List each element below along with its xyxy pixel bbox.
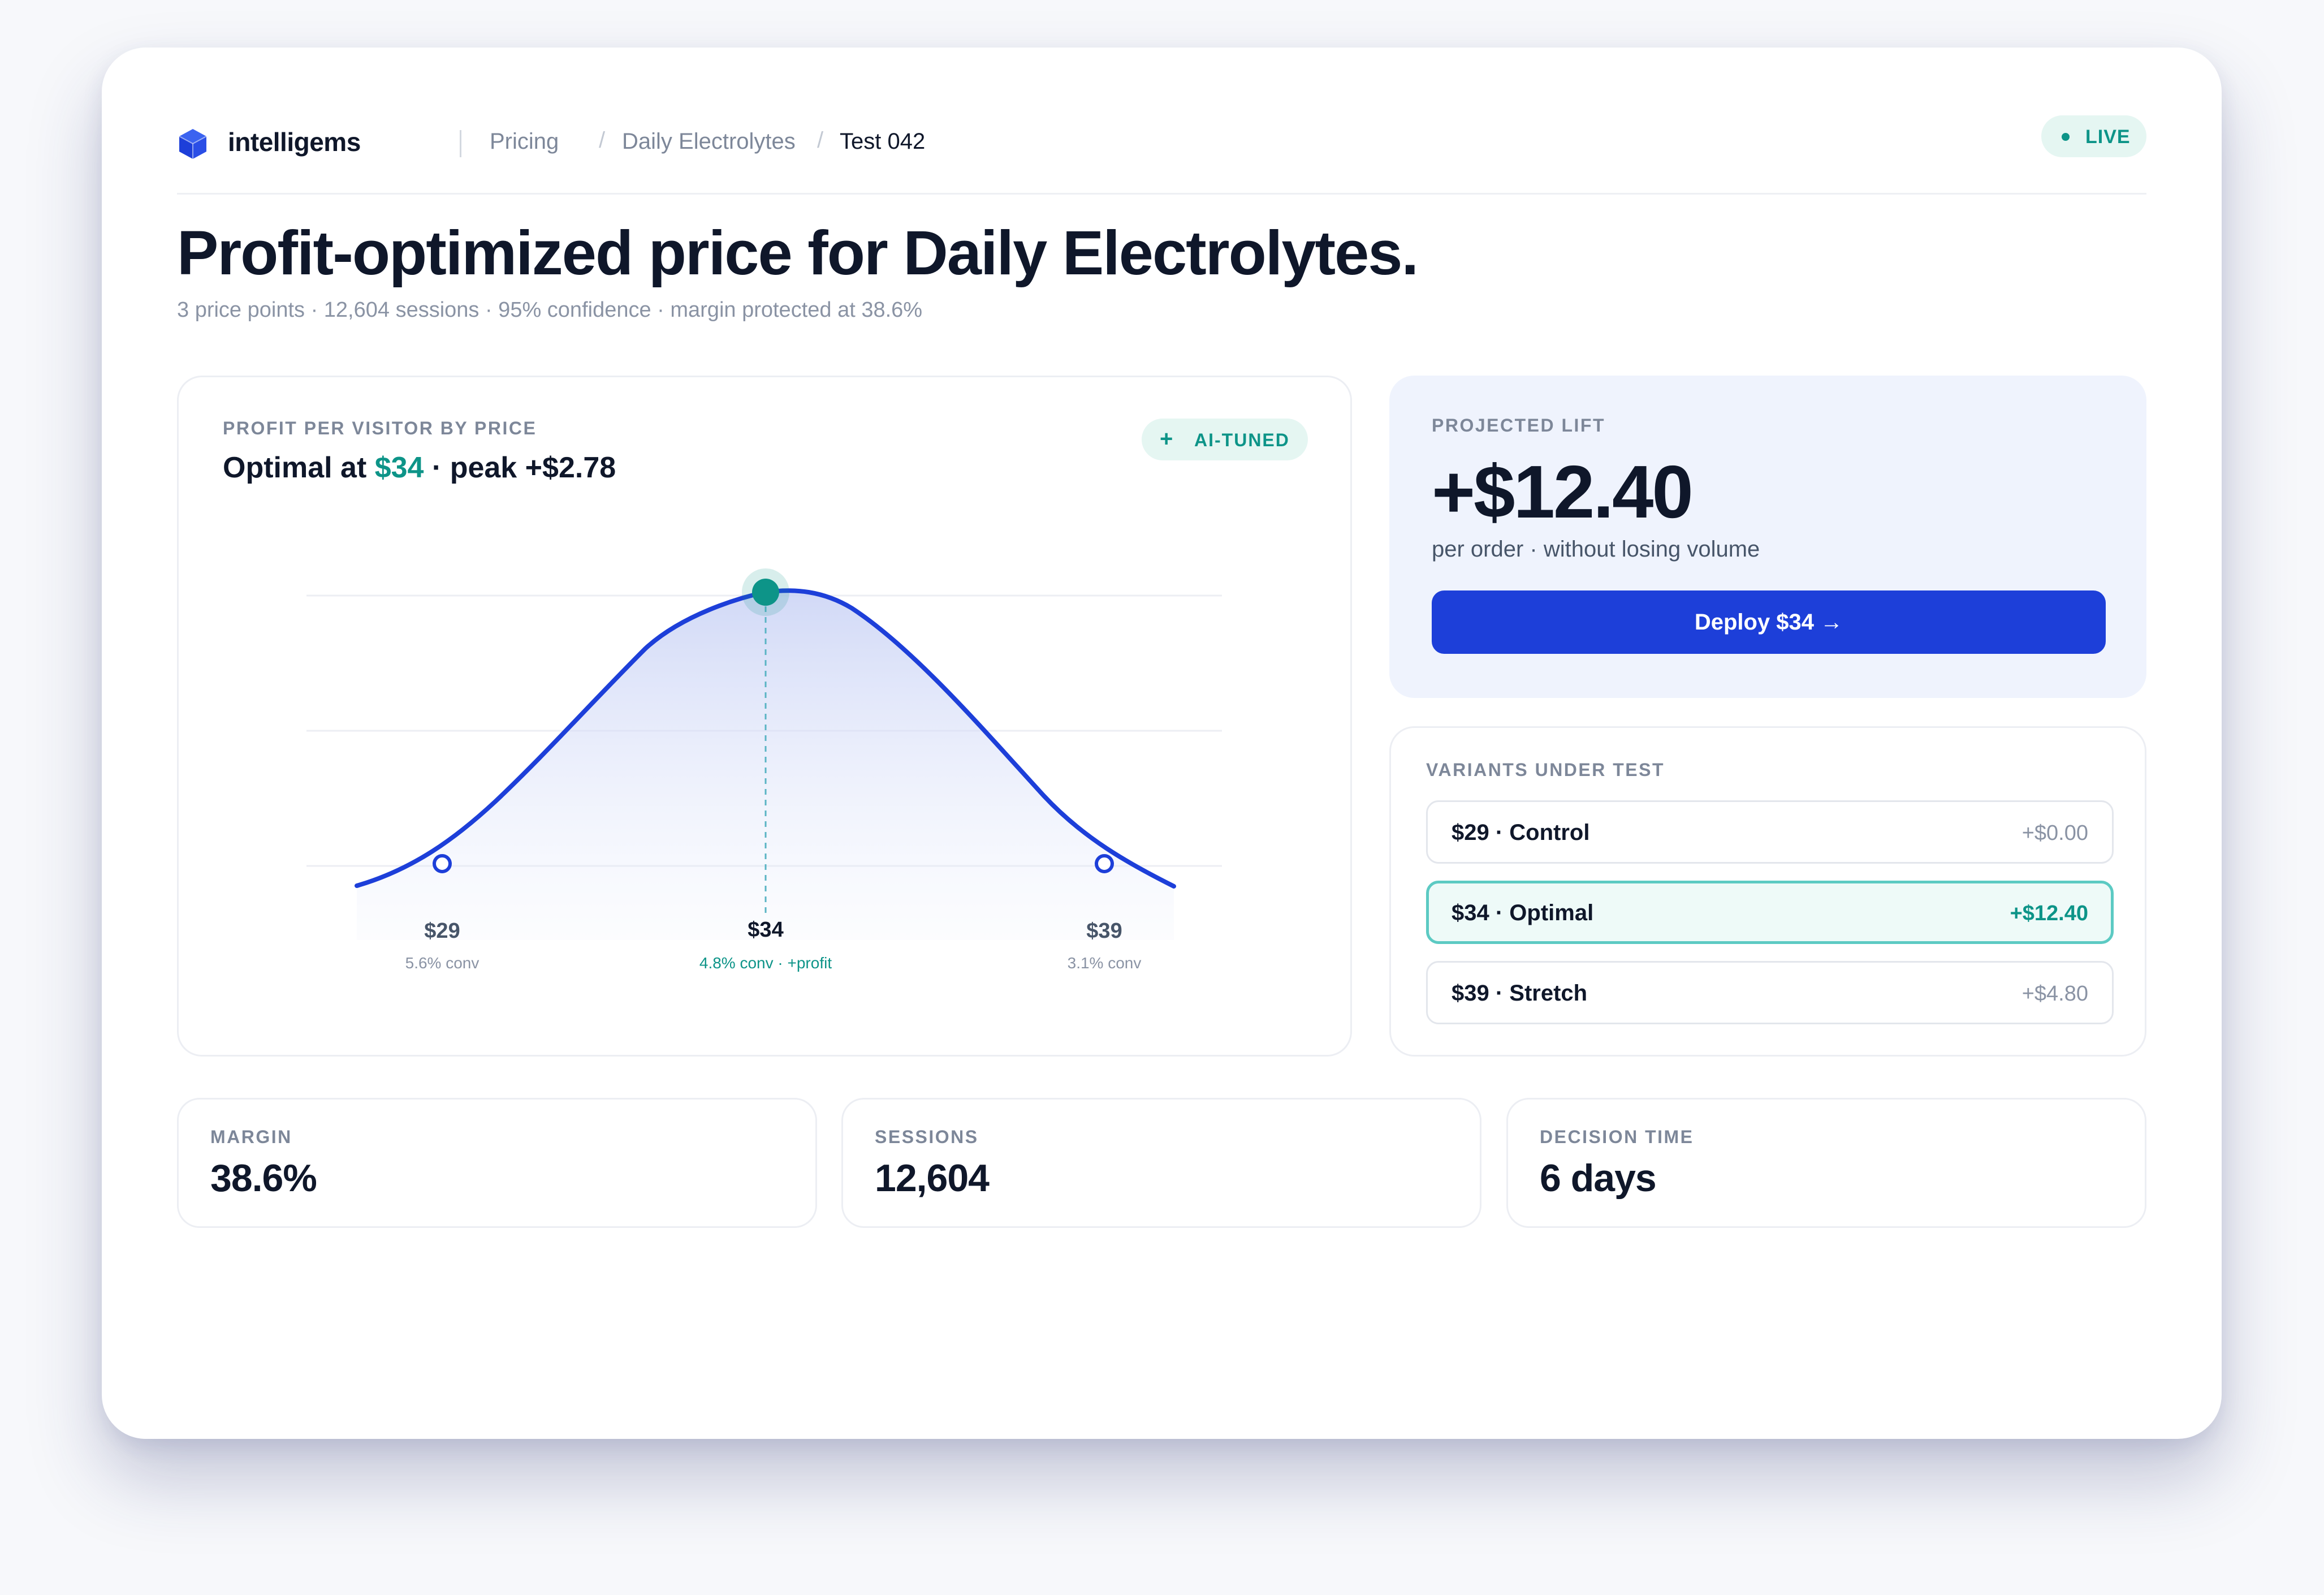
stat-value: 6 days xyxy=(1540,1157,1657,1200)
profit-chart-card: PROFIT PER VISITOR BY PRICE Optimal at $… xyxy=(177,376,1352,1057)
chart-headline: Optimal at $34 · peak +$2.78 xyxy=(223,451,616,485)
deploy-button[interactable]: Deploy $34 → xyxy=(1432,590,2106,654)
stat-card-decision-time: DECISION TIME 6 days xyxy=(1506,1098,2146,1228)
variant-row-optimal[interactable]: $34 · Optimal +$12.40 xyxy=(1426,881,2114,944)
variant-delta: +$12.40 xyxy=(2010,902,2088,925)
variant-delta: +$0.00 xyxy=(2021,821,2088,845)
profit-curve-area xyxy=(357,590,1174,940)
breadcrumb-test: Test 042 xyxy=(840,129,926,154)
live-status-text: LIVE xyxy=(2085,126,2131,148)
variant-row-stretch[interactable]: $39 · Stretch +$4.80 xyxy=(1426,961,2114,1024)
page-subtitle: 3 price points · 12,604 sessions · 95% c… xyxy=(177,298,923,322)
variant-name: $29 · Control xyxy=(1452,820,1590,845)
chart-headline-price: $34 xyxy=(374,451,424,484)
variant-row-control[interactable]: $29 · Control +$0.00 xyxy=(1426,800,2114,864)
ai-tuned-text: AI-TUNED xyxy=(1194,430,1290,450)
live-status-badge: LIVE xyxy=(2041,115,2146,157)
lift-label: PROJECTED LIFT xyxy=(1432,415,1606,436)
projected-lift-card: PROJECTED LIFT +$12.40 per order · witho… xyxy=(1389,376,2146,698)
chart-headline-suffix: · peak +$2.78 xyxy=(424,451,616,484)
stat-label: DECISION TIME xyxy=(1540,1127,1694,1147)
stat-card-sessions: SESSIONS 12,604 xyxy=(841,1098,1481,1228)
variant-name: $34 · Optimal xyxy=(1452,900,1594,925)
live-dot-icon xyxy=(2062,133,2070,141)
ai-tuned-badge: + AI-TUNED xyxy=(1142,419,1308,460)
breadcrumb-separator: / xyxy=(817,128,824,153)
brand-name: intelligems xyxy=(228,127,361,157)
price-point-39[interactable] xyxy=(1095,854,1114,873)
profit-curve-chart xyxy=(306,568,1222,940)
price-point-34-optimal[interactable] xyxy=(752,579,779,606)
variants-label: VARIANTS UNDER TEST xyxy=(1426,760,1665,780)
variant-delta: +$4.80 xyxy=(2021,982,2088,1006)
stat-value: 12,604 xyxy=(875,1157,990,1200)
header-divider xyxy=(460,130,461,157)
stat-label: MARGIN xyxy=(210,1127,292,1147)
variant-name: $39 · Stretch xyxy=(1452,981,1588,1006)
top-bar: intelligems Pricing / Daily Electrolytes… xyxy=(177,110,2146,195)
chart-headline-prefix: Optimal at xyxy=(223,451,375,484)
page-title: Profit-optimized price for Daily Electro… xyxy=(177,218,1419,288)
conversion-label: 3.1% conv xyxy=(1067,954,1142,972)
lift-value: +$12.40 xyxy=(1432,450,1694,533)
x-tick-label: $39 xyxy=(1086,919,1122,943)
breadcrumb-pricing[interactable]: Pricing xyxy=(490,129,559,154)
x-tick-label: $29 xyxy=(424,919,460,943)
stat-label: SESSIONS xyxy=(875,1127,979,1147)
chart-label: PROFIT PER VISITOR BY PRICE xyxy=(223,418,537,438)
breadcrumb-product[interactable]: Daily Electrolytes xyxy=(622,129,796,154)
variants-card: VARIANTS UNDER TEST $29 · Control +$0.00… xyxy=(1389,726,2146,1057)
price-point-29[interactable] xyxy=(433,854,452,873)
main-card: intelligems Pricing / Daily Electrolytes… xyxy=(102,48,2222,1439)
conversion-label: 5.6% conv xyxy=(405,954,480,972)
stat-card-margin: MARGIN 38.6% xyxy=(177,1098,817,1228)
sparkle-plus-icon: + xyxy=(1160,426,1173,451)
conversion-label-optimal: 4.8% conv · +profit xyxy=(699,954,832,972)
breadcrumb-separator: / xyxy=(599,128,606,153)
stat-value: 38.6% xyxy=(210,1157,317,1200)
cube-logo-icon xyxy=(179,129,207,159)
x-tick-label-optimal: $34 xyxy=(748,918,784,942)
lift-note: per order · without losing volume xyxy=(1432,537,1760,562)
